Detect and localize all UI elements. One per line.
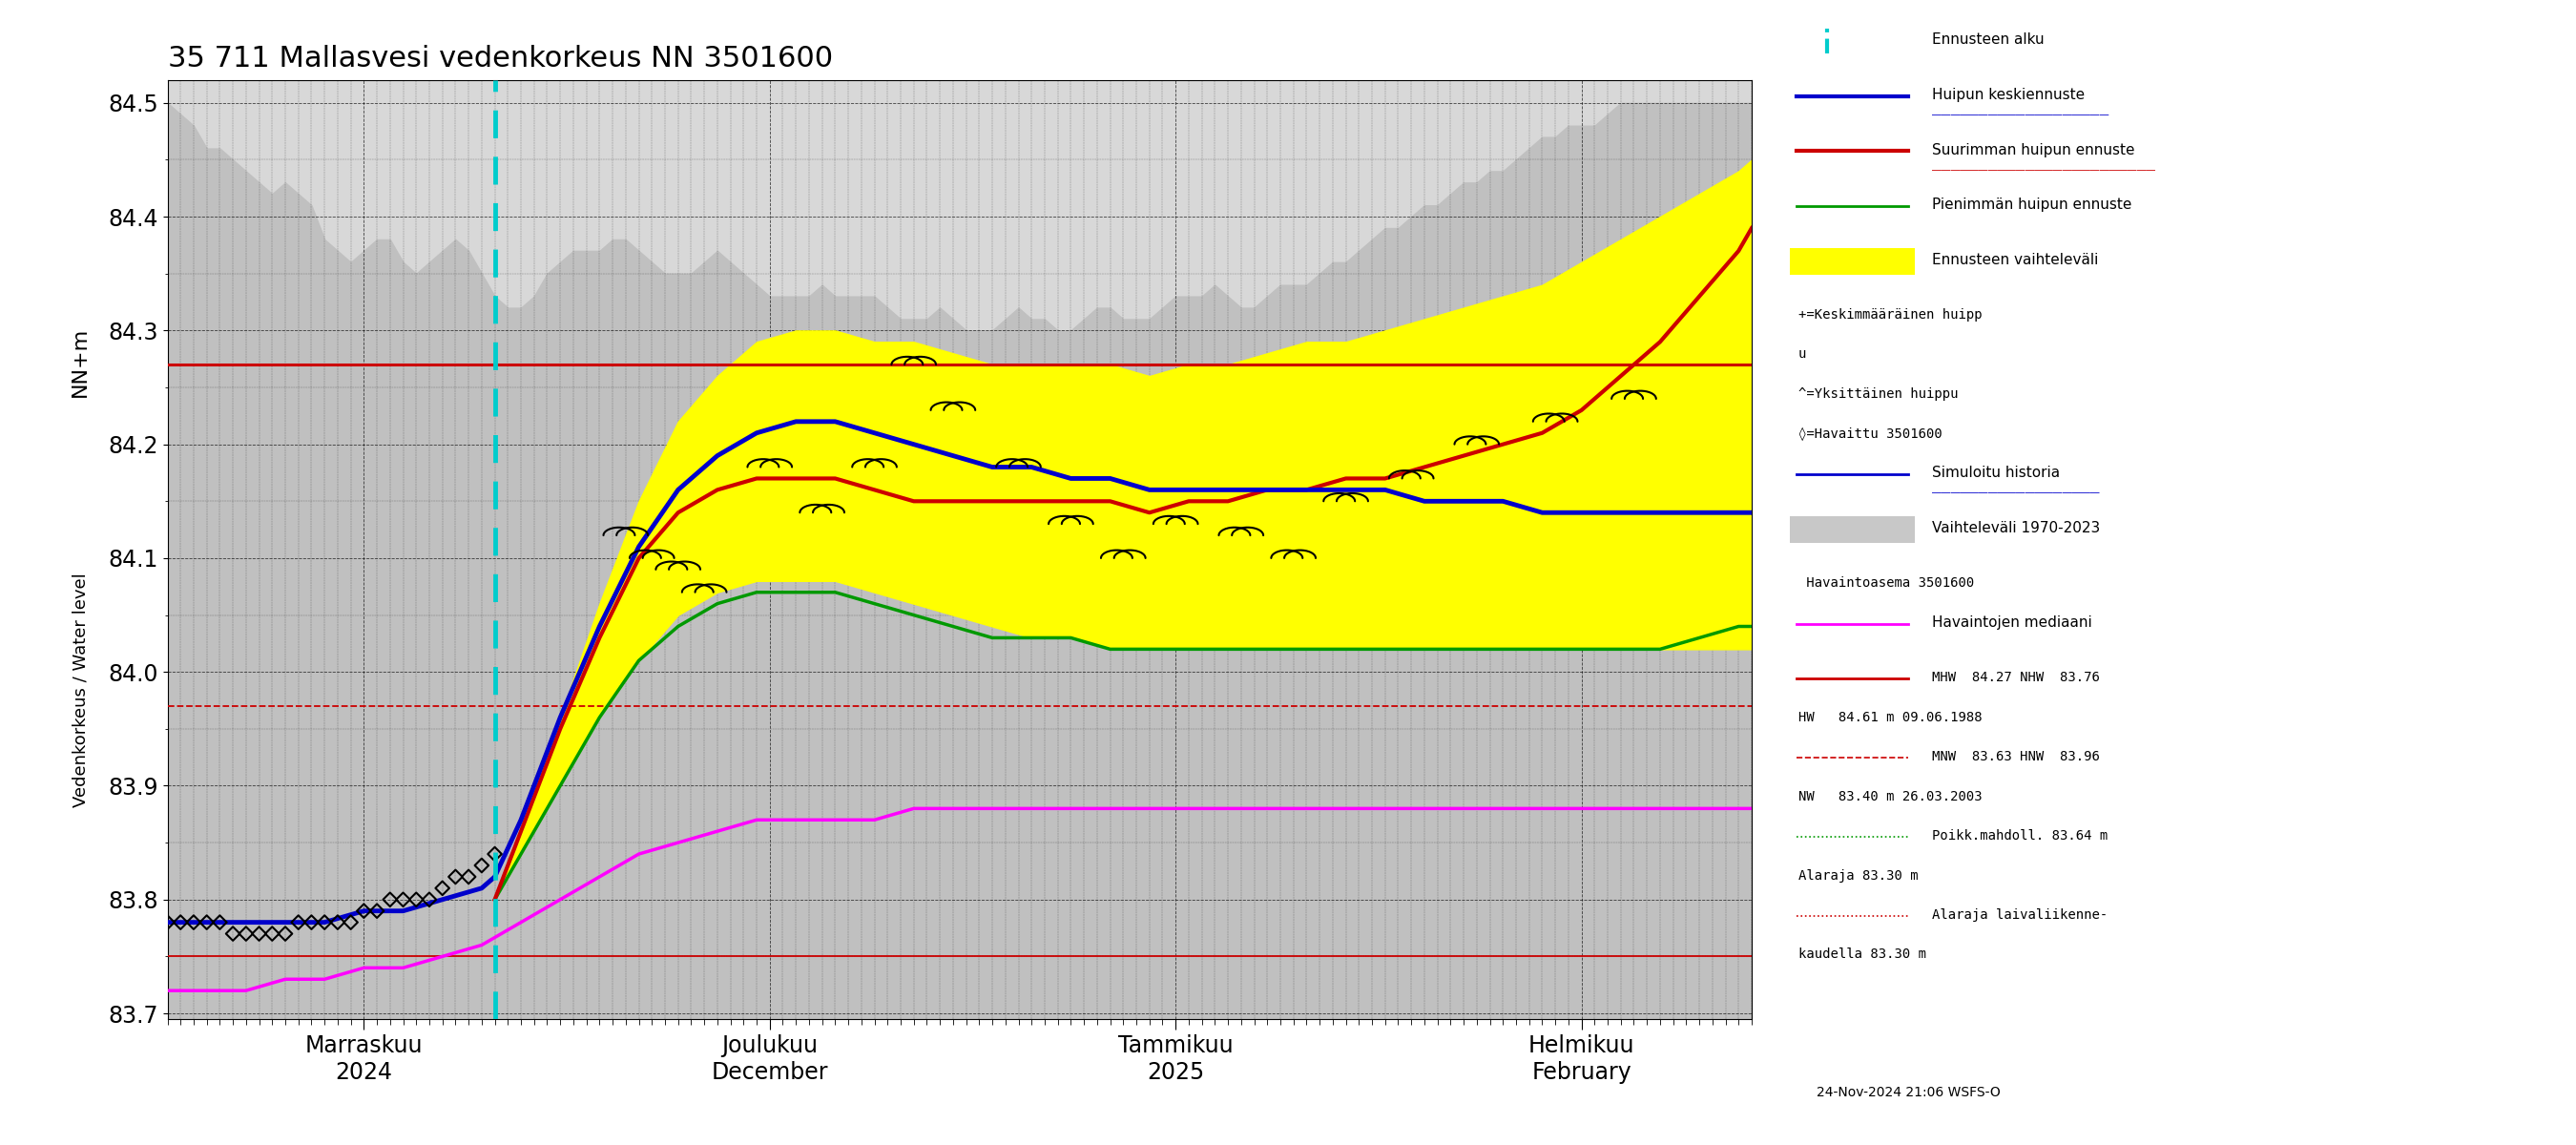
Point [435,868,477,886]
Text: ◊=Havaittu 3501600: ◊=Havaittu 3501600 [1798,427,1942,441]
Text: Vaihteleväli 1970-2023: Vaihteleväli 1970-2023 [1932,521,2099,535]
Point [330,914,371,932]
Text: ――――――――――――――――――――――――: ―――――――――――――――――――――――― [1932,165,2156,174]
Text: Ennusteen alku: Ennusteen alku [1932,33,2045,47]
Text: 35 711 Mallasvesi vedenkorkeus NN 3501600: 35 711 Mallasvesi vedenkorkeus NN 350160… [167,45,832,72]
Text: NN+m: NN+m [70,326,90,397]
Point [355,902,397,921]
Point [422,879,464,898]
Text: MHW  84.27 NHW  83.76: MHW 84.27 NHW 83.76 [1932,671,2099,685]
Point [173,914,214,932]
Text: u: u [1798,348,1806,361]
Text: kaudella 83.30 m: kaudella 83.30 m [1798,948,1927,962]
Text: Alaraja laivaliikenne-: Alaraja laivaliikenne- [1932,908,2107,922]
Point [410,891,451,909]
Point [381,891,422,909]
Text: MNW  83.63 HNW  83.96: MNW 83.63 HNW 83.96 [1932,750,2099,764]
Point [198,914,240,932]
Text: ――――――――――――――――――: ―――――――――――――――――― [1932,488,2099,497]
Point [240,924,281,942]
Text: Ennusteen vaihteleväli: Ennusteen vaihteleväli [1932,253,2099,267]
Text: HW   84.61 m 09.06.1988: HW 84.61 m 09.06.1988 [1798,711,1981,724]
Point [147,914,188,932]
Text: ―――――――――――――――――――: ――――――――――――――――――― [1932,110,2110,119]
Text: Vedenkorkeus / Water level: Vedenkorkeus / Water level [72,574,90,807]
Point [448,868,489,886]
Point [160,914,201,932]
Point [368,891,410,909]
Point [291,914,332,932]
Text: Havaintojen mediaani: Havaintojen mediaani [1932,616,2092,630]
Text: Poikk.mahdoll. 83.64 m: Poikk.mahdoll. 83.64 m [1932,829,2107,843]
Point [461,856,502,875]
Point [304,914,345,932]
Text: Huipun keskiennuste: Huipun keskiennuste [1932,88,2084,102]
Text: Pienimmän huipun ennuste: Pienimmän huipun ennuste [1932,198,2133,212]
Text: NW   83.40 m 26.03.2003: NW 83.40 m 26.03.2003 [1798,790,1981,803]
Point [278,914,319,932]
Point [252,924,294,942]
Point [317,914,358,932]
Text: +=Keskimmääräinen huipp: +=Keskimmääräinen huipp [1798,308,1981,322]
Text: Havaintoasema 3501600: Havaintoasema 3501600 [1798,576,1973,590]
Point [211,924,252,942]
Text: 24-Nov-2024 21:06 WSFS-O: 24-Nov-2024 21:06 WSFS-O [1816,1085,1999,1099]
Point [224,924,265,942]
Point [343,902,384,921]
Text: Suurimman huipun ennuste: Suurimman huipun ennuste [1932,143,2136,157]
Point [397,891,438,909]
Text: Alaraja 83.30 m: Alaraja 83.30 m [1798,869,1919,882]
Point [474,845,515,863]
Text: Simuloitu historia: Simuloitu historia [1932,466,2061,480]
Point [265,924,307,942]
Text: ^=Yksittäinen huippu: ^=Yksittäinen huippu [1798,387,1958,401]
Point [185,914,227,932]
